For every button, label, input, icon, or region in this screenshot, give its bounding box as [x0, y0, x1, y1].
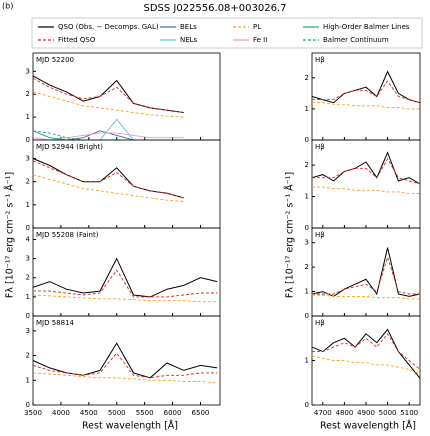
y-axis-label: Fλ [10⁻¹⁷ erg cm⁻² s⁻¹ Å⁻¹]: [284, 172, 296, 298]
y-tick-label: 2: [305, 161, 309, 169]
y-tick-label: 2: [26, 352, 30, 360]
x-tick-label: 5000: [379, 409, 397, 417]
plot-frame: [311, 139, 421, 229]
x-tick-label: 6000: [164, 409, 182, 417]
spectrum-line: [32, 352, 218, 379]
panel-annotation: Hβ: [315, 143, 325, 151]
y-tick-label: 3: [26, 255, 30, 263]
x-tick-label: 5000: [108, 409, 126, 417]
x-tick-label: 4000: [52, 409, 70, 417]
spectrum-line: [32, 294, 218, 303]
legend-label: High-Order Balmer Lines: [323, 23, 410, 31]
y-tick-label: 1: [305, 288, 309, 296]
spectrum-line: [32, 160, 184, 199]
figure-title: SDSS J022556.08+003026.7: [143, 3, 286, 14]
spectrum-line: [32, 257, 218, 298]
spectrum-line: [32, 77, 184, 113]
y-tick-label: 0: [305, 312, 309, 320]
spectrum-line: [312, 80, 421, 104]
y-tick-label: 0: [26, 312, 30, 320]
y-tick-label: 2: [26, 274, 30, 282]
y-tick-label: 0: [305, 401, 309, 409]
y-tick-label: 0: [26, 401, 30, 409]
panel-label: (b): [2, 2, 13, 11]
legend-label: QSO (Obs. − Decomps. GAL): [58, 23, 159, 31]
spectrum-line: [32, 174, 184, 202]
spectrum-line: [32, 91, 184, 118]
panel-annotation: Hβ: [315, 56, 325, 64]
x-tick-label: 3500: [24, 409, 42, 417]
y-tick-label: 0: [305, 224, 309, 232]
y-tick-label: 4: [26, 235, 31, 243]
spectrum-line: [312, 294, 420, 300]
y-tick-label: 2: [26, 178, 30, 186]
x-axis-label: Rest wavelength [Å]: [82, 420, 178, 432]
legend-label: BELs: [180, 23, 197, 31]
spectrum-line: [32, 342, 218, 379]
spectrum-line: [32, 132, 184, 141]
legend-label: PL: [253, 23, 261, 31]
legend-label: Fitted QSO: [58, 36, 96, 44]
spectrum-line: [33, 118, 184, 141]
panel-annotation: MJD 55208 (Faint): [36, 231, 99, 239]
y-tick-label: 0: [305, 136, 309, 144]
spectrum-line: [311, 355, 421, 375]
y-tick-label: 1: [26, 201, 30, 209]
x-tick-label: 5500: [136, 409, 154, 417]
panel-annotation: MJD 58814: [36, 319, 75, 327]
x-tick-label: 5100: [400, 409, 418, 417]
y-tick-label: 2: [305, 74, 309, 82]
spectrum-line: [32, 130, 184, 141]
spectrum-line: [312, 102, 420, 110]
plot-frame: [311, 315, 421, 406]
x-tick-label: 6500: [192, 409, 210, 417]
y-tick-label: 1: [305, 193, 309, 201]
spectrum-line: [312, 186, 420, 194]
legend-box: [31, 17, 423, 49]
y-tick-label: 1: [26, 113, 30, 121]
legend-label: Fe II: [253, 36, 267, 44]
y-axis-label: Fλ [10⁻¹⁷ erg cm⁻² s⁻¹ Å⁻¹]: [4, 172, 16, 298]
legend-label: NELs: [180, 36, 198, 44]
y-tick-label: 1: [26, 376, 30, 384]
x-axis-label: Rest wavelength [Å]: [320, 420, 416, 432]
plot-frame: [32, 227, 221, 317]
y-tick-label: 3: [26, 67, 30, 75]
spectrum-line: [312, 157, 421, 185]
y-tick-label: 1: [305, 357, 309, 365]
y-tick-label: 2: [305, 263, 309, 271]
y-tick-label: 3: [26, 327, 30, 335]
spectrum-line: [312, 255, 420, 295]
panel-annotation: MJD 52200: [36, 56, 74, 64]
y-tick-label: 1: [26, 293, 30, 301]
plot-frame: [311, 227, 421, 317]
x-tick-label: 4700: [314, 409, 332, 417]
spectrum-line: [311, 70, 421, 104]
plot-frame: [32, 52, 221, 141]
y-tick-label: 1: [305, 105, 309, 113]
spectrum-line: [311, 247, 421, 297]
x-tick-label: 4500: [80, 409, 98, 417]
y-tick-label: 3: [305, 239, 309, 247]
spectrum-line: [312, 333, 421, 370]
x-tick-label: 4800: [335, 409, 353, 417]
panel-annotation: Hβ: [315, 231, 325, 239]
legend-label: Balmer Continuum: [323, 36, 389, 44]
spectrum-line: [33, 269, 218, 298]
panel-annotation: Hβ: [315, 319, 325, 327]
spectrum-line: [311, 328, 421, 379]
y-tick-label: 3: [26, 155, 30, 163]
plot-frame: [32, 139, 221, 229]
spectrum-line: [32, 75, 184, 113]
y-tick-label: 2: [26, 90, 30, 98]
spectrum-line: [311, 151, 421, 185]
y-tick-label: 0: [26, 224, 30, 232]
y-tick-label: 0: [26, 136, 30, 144]
panel-annotation: MJD 52944 (Bright): [36, 143, 103, 151]
spectrum-line: [32, 372, 218, 384]
x-tick-label: 4900: [357, 409, 375, 417]
